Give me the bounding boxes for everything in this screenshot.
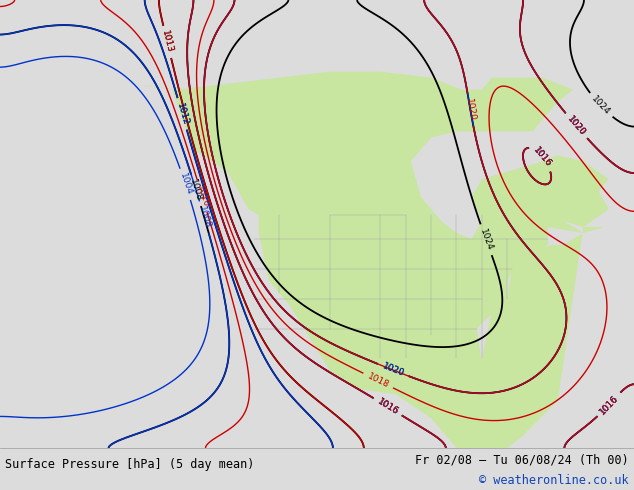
Text: 1020: 1020 xyxy=(464,98,477,122)
Text: 1024: 1024 xyxy=(590,94,612,117)
Text: 1016: 1016 xyxy=(375,397,400,416)
Text: 1016: 1016 xyxy=(531,146,553,169)
Text: 1008: 1008 xyxy=(188,178,204,202)
Text: 1020: 1020 xyxy=(566,114,587,138)
Text: 1016: 1016 xyxy=(375,397,400,416)
Text: 1020: 1020 xyxy=(381,362,405,378)
Text: © weatheronline.co.uk: © weatheronline.co.uk xyxy=(479,474,629,487)
Text: 1016: 1016 xyxy=(598,393,620,416)
Text: 1010: 1010 xyxy=(195,184,210,209)
Text: 1008: 1008 xyxy=(197,205,212,229)
Polygon shape xyxy=(36,72,619,460)
Text: 1020: 1020 xyxy=(566,114,587,138)
Text: 1016: 1016 xyxy=(531,146,553,169)
Text: 1012: 1012 xyxy=(175,101,190,126)
Text: Surface Pressure [hPa] (5 day mean): Surface Pressure [hPa] (5 day mean) xyxy=(5,458,254,471)
Text: 1013: 1013 xyxy=(160,30,174,54)
Text: 1004: 1004 xyxy=(178,172,193,196)
Text: 1020: 1020 xyxy=(381,362,405,378)
Text: 1018: 1018 xyxy=(366,371,391,390)
Text: 1016: 1016 xyxy=(531,146,553,169)
Text: 1016: 1016 xyxy=(598,393,620,416)
Text: Fr 02/08 – Tu 06/08/24 (Th 00): Fr 02/08 – Tu 06/08/24 (Th 00) xyxy=(415,453,629,466)
Text: 1012: 1012 xyxy=(175,101,190,126)
Text: 1024: 1024 xyxy=(478,227,495,252)
Text: 1020: 1020 xyxy=(566,114,587,138)
Text: 1016: 1016 xyxy=(375,397,400,416)
Text: 1013: 1013 xyxy=(160,30,174,54)
Text: 1016: 1016 xyxy=(598,393,620,416)
